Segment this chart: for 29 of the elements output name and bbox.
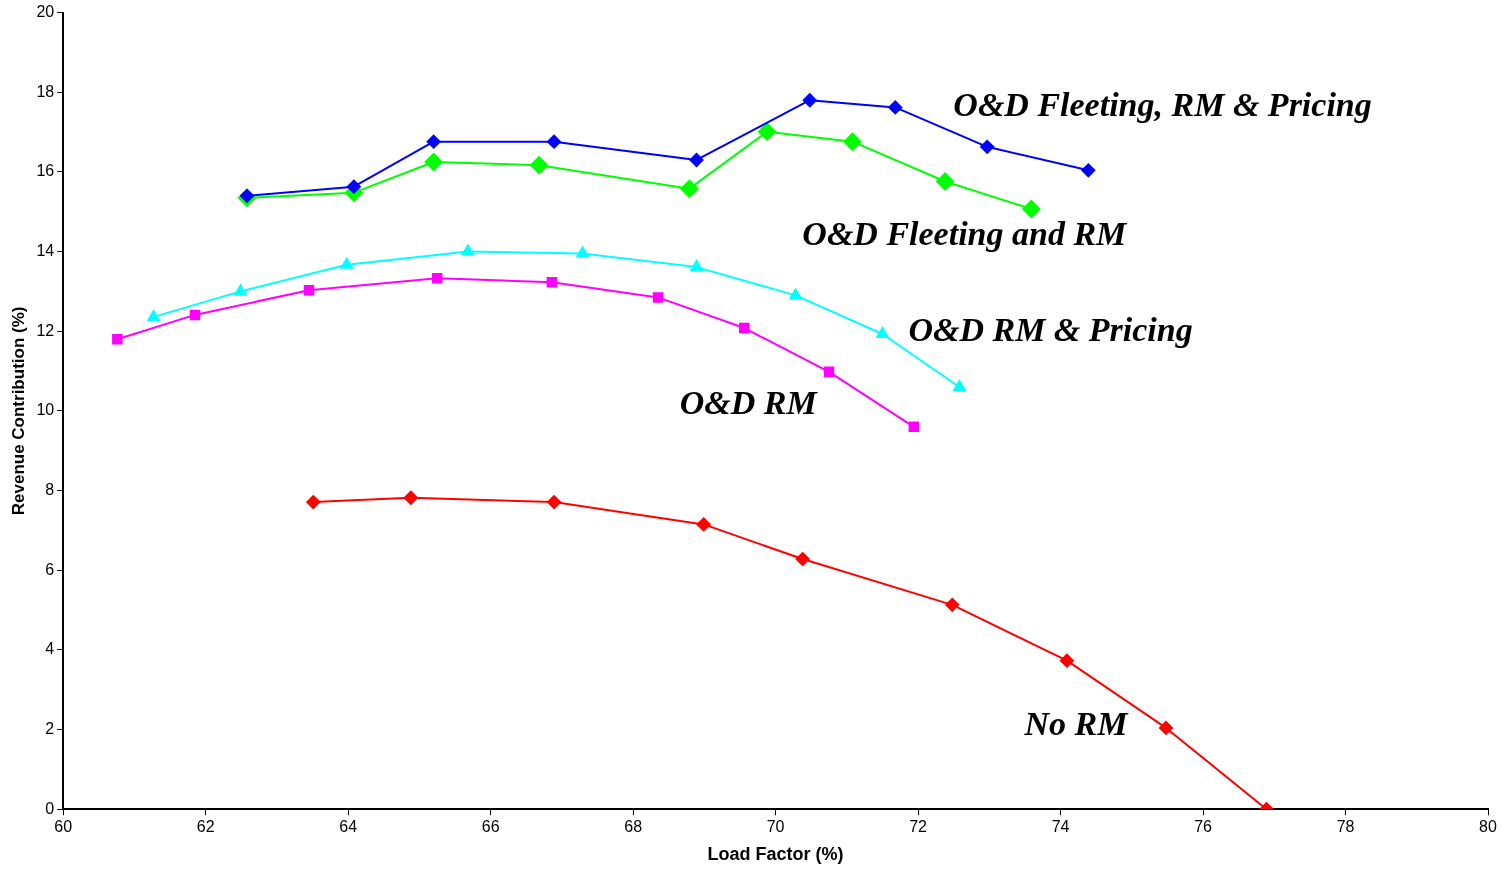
x-tick-label: 76	[1194, 818, 1213, 836]
x-tick-label: 80	[1479, 818, 1497, 836]
x-tick-label: 78	[1336, 818, 1355, 836]
y-tick-label: 10	[36, 401, 55, 419]
y-tick-label: 4	[45, 640, 55, 658]
x-tick-label: 66	[481, 818, 500, 836]
y-tick-label: 16	[36, 162, 55, 180]
series-label: O&D Fleeting, RM & Pricing	[953, 86, 1372, 124]
series-label: O&D RM	[679, 383, 819, 421]
x-tick-label: 74	[1051, 818, 1070, 836]
y-tick-label: 12	[36, 321, 55, 339]
series-label: O&D Fleeting and RM	[802, 214, 1129, 252]
y-tick-label: 20	[36, 3, 55, 21]
y-tick-label: 8	[45, 480, 55, 498]
y-tick-label: 0	[45, 799, 55, 817]
y-tick-label: 2	[45, 719, 55, 737]
y-tick-label: 18	[36, 82, 55, 100]
x-tick-label: 62	[196, 818, 215, 836]
x-tick-label: 72	[909, 818, 928, 836]
x-tick-label: 68	[624, 818, 643, 836]
y-tick-label: 6	[45, 560, 55, 578]
series-label: No RM	[1023, 704, 1130, 742]
y-axis-title: Revenue Contribution (%)	[8, 306, 28, 516]
x-tick-label: 60	[54, 818, 73, 836]
x-tick-label: 64	[339, 818, 358, 836]
y-tick-label: 14	[36, 241, 55, 259]
x-axis-title: Load Factor (%)	[707, 844, 844, 865]
series-label: O&D RM & Pricing	[908, 310, 1193, 348]
x-tick-label: 70	[766, 818, 785, 836]
